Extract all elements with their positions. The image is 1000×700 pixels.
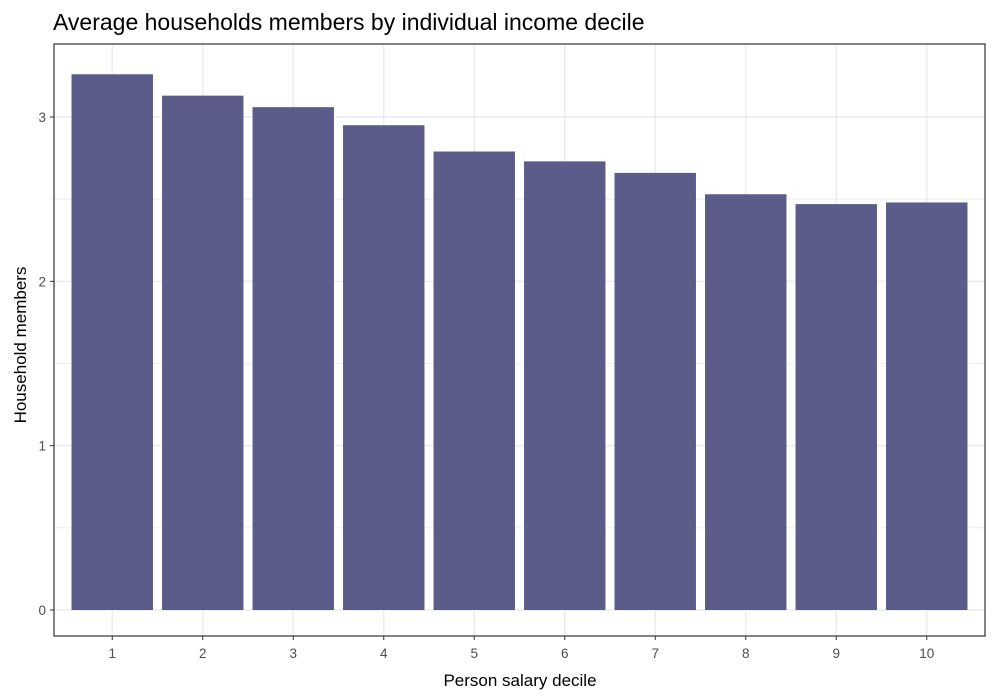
bar-9 (795, 204, 877, 610)
x-tick-label: 5 (470, 646, 478, 661)
x-tick-label: 8 (742, 646, 750, 661)
x-tick-label: 2 (199, 646, 207, 661)
panel-border (53, 43, 986, 637)
x-axis-ticks: 1 2 3 4 5 6 7 8 9 10 (108, 636, 934, 661)
y-tick-label: 2 (38, 274, 46, 289)
x-tick-label: 10 (919, 646, 934, 661)
bar-5 (433, 151, 515, 610)
x-tick-label: 6 (561, 646, 569, 661)
x-tick-label: 3 (289, 646, 297, 661)
x-tick-label: 9 (832, 646, 840, 661)
bar-2 (162, 95, 244, 611)
bars (71, 74, 968, 611)
bar-10 (886, 202, 968, 610)
x-axis-label: Person salary decile (443, 671, 596, 690)
bar-1 (71, 74, 153, 611)
y-tick-label: 3 (38, 110, 46, 125)
bar-3 (252, 107, 334, 610)
y-tick-label: 1 (38, 439, 46, 454)
bar-4 (343, 125, 425, 610)
y-axis-label: Household members (11, 267, 30, 424)
x-tick-label: 7 (651, 646, 659, 661)
x-tick-label: 4 (380, 646, 388, 661)
x-tick-label: 1 (108, 646, 116, 661)
y-axis-ticks: 0 1 2 3 (38, 110, 54, 618)
chart-title: Average households members by individual… (53, 9, 645, 35)
y-tick-label: 0 (38, 603, 46, 618)
bar-6 (524, 161, 606, 610)
bar-8 (705, 194, 787, 610)
bar-7 (614, 172, 696, 610)
